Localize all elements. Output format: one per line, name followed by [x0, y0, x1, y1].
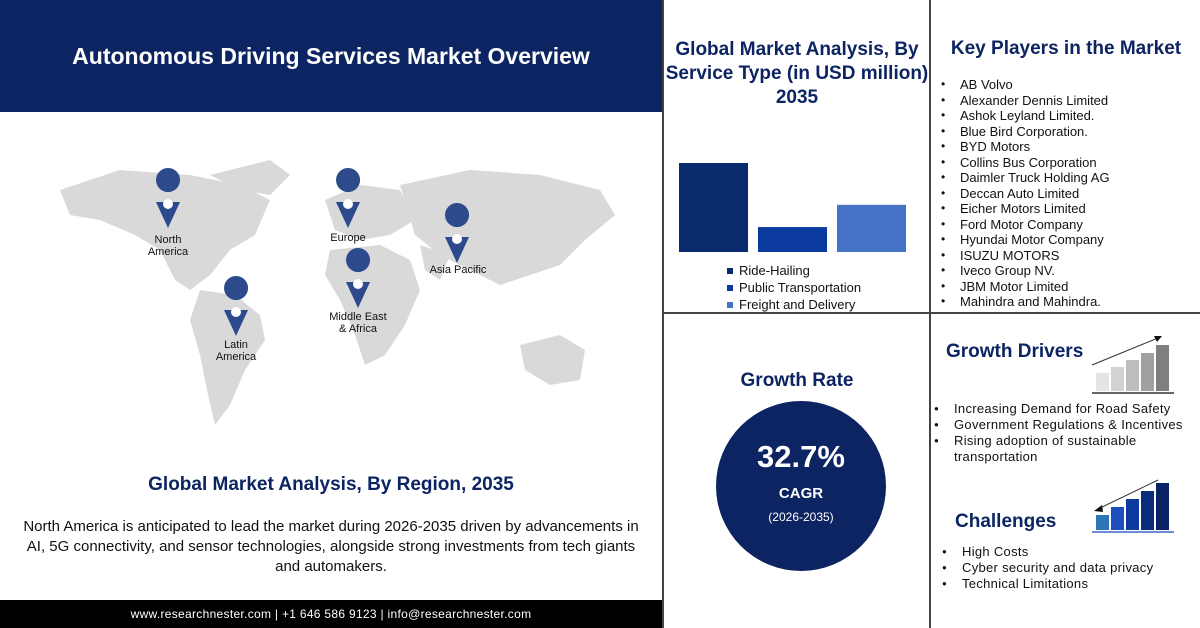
key-players-title: Key Players in the Market [950, 38, 1182, 59]
legend-label: Public Transportation [739, 280, 862, 295]
list-item: Iveco Group NV. [941, 263, 1110, 279]
list-item: Blue Bird Corporation. [941, 124, 1110, 140]
list-item: Mahindra and Mahindra. [941, 294, 1110, 310]
growth-drivers-title: Growth Drivers [946, 341, 1084, 362]
list-item: BYD Motors [941, 139, 1110, 155]
pin-middle-east-africa [346, 248, 371, 308]
cagr-circle: 32.7% CAGR (2026-2035) [716, 401, 886, 571]
cagr-value: 32.7% [757, 439, 845, 474]
bar-ride-hailing [679, 163, 748, 252]
map-pins [156, 168, 470, 336]
pin-asia-pacific [445, 203, 470, 263]
challenges-list: High CostsCyber security and data privac… [940, 544, 1200, 592]
pin-north-america [156, 168, 181, 228]
region-label-asia-pacific: Asia Pacific [429, 264, 487, 276]
list-item: Increasing Demand for Road Safety [932, 401, 1198, 417]
list-item: Ashok Leyland Limited. [941, 108, 1110, 124]
list-item: Ford Motor Company [941, 217, 1110, 233]
growth-rate-title: Growth Rate [740, 370, 854, 391]
list-item: Deccan Auto Limited [941, 186, 1110, 202]
list-item: Daimler Truck Holding AG [941, 170, 1110, 186]
region-panel: Autonomous Driving Services Market Overv… [0, 0, 662, 628]
legend-swatch [727, 301, 733, 308]
legend-label: Ride-Hailing [739, 263, 810, 278]
list-item: Government Regulations & Incentives [932, 417, 1198, 433]
legend-swatch [727, 267, 733, 274]
region-label-europe: Europe [330, 232, 366, 244]
list-item: Hyundai Motor Company [941, 232, 1110, 248]
pin-europe [336, 168, 361, 228]
divider [929, 0, 931, 628]
falling-arrow-bars-icon [1092, 479, 1174, 533]
bar-public-transportation [758, 227, 827, 252]
list-item: Technical Limitations [940, 576, 1200, 592]
list-item: Rising adoption of sustainable transport… [932, 433, 1198, 465]
list-item: High Costs [940, 544, 1200, 560]
page-title: Autonomous Driving Services Market Overv… [0, 0, 662, 112]
cagr-period: (2026-2035) [768, 510, 834, 524]
rising-bars-icon [1091, 336, 1174, 394]
chart-legend: Ride-Hailing Public Transportation Freight… [727, 262, 861, 313]
list-item: ISUZU MOTORS [941, 248, 1110, 264]
world-map: North America Europe Asia Pacific Middle… [40, 140, 630, 460]
legend-label: Freight and Delivery [739, 297, 856, 312]
list-item: AB Volvo [941, 77, 1110, 93]
region-label-latin-america: Latin America [215, 339, 257, 363]
region-description: North America is anticipated to lead the… [23, 518, 639, 575]
pin-latin-america [224, 276, 249, 336]
growth-drivers-list: Increasing Demand for Road SafetyGovernm… [932, 401, 1198, 465]
list-item: Alexander Dennis Limited [941, 93, 1110, 109]
list-item: Collins Bus Corporation [941, 155, 1110, 171]
footer-contact: www.researchnester.com | +1 646 586 9123… [0, 600, 662, 628]
bar-freight-and-delivery [837, 204, 906, 252]
legend-item: Freight and Delivery [727, 296, 861, 313]
cagr-label: CAGR [778, 485, 824, 502]
legend-swatch [727, 284, 733, 291]
world-map-shape [60, 160, 615, 425]
legend-item: Public Transportation [727, 279, 861, 296]
legend-item: Ride-Hailing [727, 262, 861, 279]
list-item: JBM Motor Limited [941, 279, 1110, 295]
divider [662, 0, 664, 628]
key-players-list: AB VolvoAlexander Dennis LimitedAshok Le… [941, 77, 1110, 310]
region-label-middle-east-africa: Middle East & Africa [329, 311, 387, 335]
list-item: Cyber security and data privacy [940, 560, 1200, 576]
region-label-north-america: North America [147, 234, 189, 258]
challenges-title: Challenges [955, 511, 1057, 532]
list-item: Eicher Motors Limited [941, 201, 1110, 217]
region-section-title: Global Market Analysis, By Region, 2035 [148, 474, 514, 495]
service-bar-chart [679, 163, 906, 252]
service-chart-title: Global Market Analysis, By Service Type … [665, 39, 929, 108]
divider [662, 312, 1200, 314]
